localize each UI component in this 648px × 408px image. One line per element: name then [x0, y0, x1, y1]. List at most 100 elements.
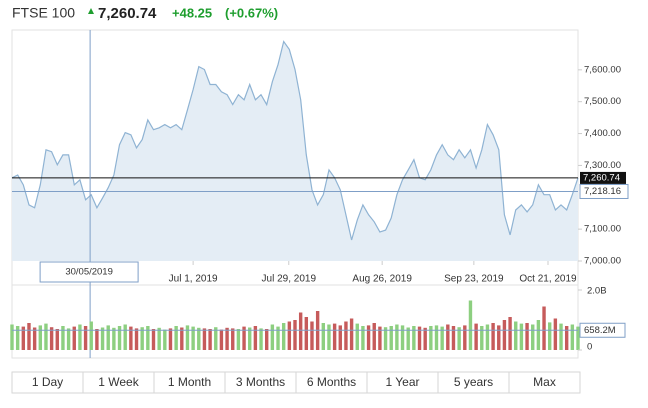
volume-tick-label: 2.0B	[587, 286, 607, 297]
volume-bar	[214, 327, 218, 350]
volume-bar	[400, 325, 405, 350]
volume-bar	[27, 323, 31, 350]
volume-bar	[519, 323, 524, 350]
volume-tick-label: 0	[587, 342, 592, 353]
volume-bar	[253, 326, 258, 350]
volume-bar	[265, 329, 269, 350]
range-button-label[interactable]: 1 Year	[385, 375, 419, 389]
volume-bar	[157, 327, 161, 350]
crosshair-value-label: 7,218.16	[584, 186, 621, 197]
volume-bar	[542, 306, 546, 350]
volume-bar	[321, 323, 325, 350]
volume-bar	[185, 325, 190, 350]
volume-bar	[140, 327, 144, 350]
volume-bar	[327, 324, 331, 350]
range-button-label[interactable]: 1 Month	[168, 375, 211, 389]
volume-bar	[497, 325, 501, 350]
range-button[interactable]	[508, 371, 581, 394]
y-tick-label: 7,600.00	[584, 64, 621, 75]
volume-bar	[202, 328, 207, 350]
volume-bar	[242, 326, 246, 350]
volume-bar	[344, 321, 348, 350]
volume-bar	[248, 327, 252, 350]
volume-bar	[559, 323, 563, 350]
volume-bar	[553, 318, 558, 350]
volume-bar	[259, 328, 263, 350]
volume-bar	[38, 325, 42, 350]
volume-bar	[508, 317, 512, 350]
volume-bar	[276, 326, 280, 350]
volume-bar	[197, 327, 201, 350]
x-tick-label: Sep 23, 2019	[444, 274, 504, 285]
volume-bar	[219, 329, 224, 350]
crosshair-volume-label: 658.2M	[584, 325, 616, 336]
x-tick-label: Oct 21, 2019	[519, 274, 577, 285]
volume-bar	[332, 323, 337, 350]
volume-bar	[106, 325, 110, 350]
range-button-label[interactable]: 1 Week	[98, 375, 139, 389]
volume-bar	[129, 326, 133, 350]
volume-bar	[180, 327, 184, 350]
volume-bar	[10, 324, 14, 350]
volume-bar	[83, 326, 88, 350]
volume-bar	[361, 326, 365, 350]
last-price-label: 7,260.74	[583, 172, 620, 183]
volume-bar	[338, 325, 342, 350]
volume-bar	[231, 328, 235, 350]
volume-bar	[100, 327, 105, 350]
volume-bar	[570, 324, 575, 350]
volume-bar	[463, 325, 467, 350]
volume-bar	[446, 324, 450, 350]
range-button-label[interactable]: 6 Months	[307, 375, 356, 389]
volume-bar	[349, 318, 354, 350]
volume-bar	[61, 326, 65, 350]
volume-bar	[191, 326, 195, 350]
volume-bar	[355, 323, 359, 350]
index-name: FTSE 100	[12, 5, 75, 21]
volume-bar	[146, 326, 150, 350]
range-button-label[interactable]: 5 years	[454, 375, 493, 389]
price-area	[12, 41, 578, 261]
volume-bar	[514, 321, 518, 350]
volume-bar	[151, 329, 156, 350]
x-tick-label: Jul 29, 2019	[262, 274, 317, 285]
volume-bar	[281, 323, 286, 350]
volume-bar	[15, 326, 20, 350]
volume-bar	[225, 327, 229, 350]
volume-bar	[49, 327, 54, 350]
y-tick-label: 7,100.00	[584, 224, 621, 235]
volume-bar	[423, 327, 427, 350]
volume-bar	[378, 326, 382, 350]
volume-bar	[293, 320, 297, 350]
volume-bar	[55, 329, 59, 350]
volume-bar	[576, 326, 580, 350]
volume-bar	[163, 329, 167, 350]
volume-bar	[457, 327, 461, 350]
crosshair-date-box	[39, 261, 139, 283]
crosshair-value-box	[579, 183, 629, 199]
volume-bar	[21, 326, 26, 350]
crosshair-volume-box	[579, 322, 626, 338]
volume-bar	[417, 326, 422, 350]
volume-bar	[474, 323, 478, 350]
volume-bar	[395, 324, 399, 350]
range-button-label[interactable]: Max	[533, 375, 556, 389]
volume-bar	[536, 320, 541, 350]
volume-bar	[429, 326, 433, 350]
range-button-label[interactable]: 3 Months	[236, 375, 285, 389]
range-button-label[interactable]: 1 Day	[32, 375, 63, 389]
volume-bar	[531, 324, 535, 350]
volume-bar	[451, 326, 456, 350]
volume-bar	[168, 328, 173, 350]
y-tick-label: 7,000.00	[584, 256, 621, 267]
y-tick-label: 7,500.00	[584, 96, 621, 107]
volume-bar	[468, 300, 473, 350]
volume-bar	[32, 327, 37, 350]
volume-bar	[123, 324, 127, 350]
range-buttons: 1 Day 1 Week 1 Month 3 Months 6 Months 1 Year…	[11, 371, 581, 394]
x-tick-label: Aug 26, 2019	[352, 274, 412, 285]
change: +48.25	[172, 5, 212, 20]
volume-bar	[485, 324, 490, 350]
volume-bar	[89, 321, 93, 350]
volume-bar	[480, 326, 484, 350]
